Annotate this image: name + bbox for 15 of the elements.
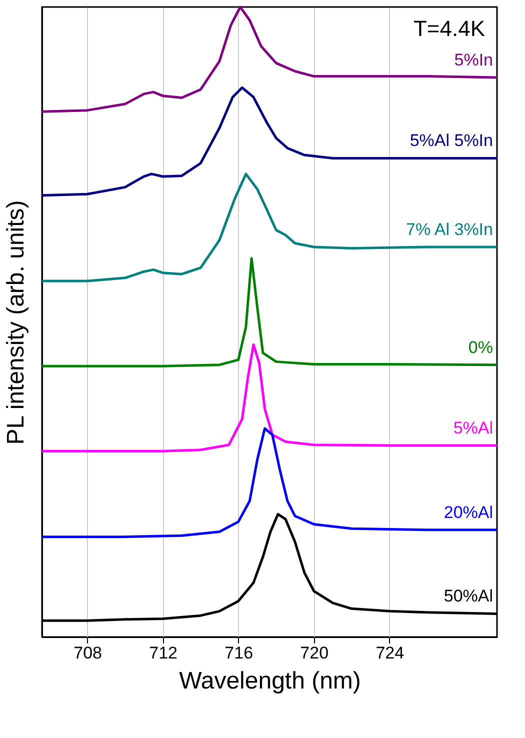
x-tick-label: 716	[224, 644, 254, 662]
series-label: 5%Al	[453, 418, 493, 438]
series-label: 5%In	[454, 50, 493, 70]
y-axis-title: PL intensity (arb. units)	[2, 200, 30, 445]
annotation: T=4.4K	[413, 16, 486, 41]
series-label: 7% Al 3%In	[406, 220, 493, 240]
x-tick-label: 720	[300, 644, 329, 662]
series-label: 5%Al 5%In	[410, 131, 493, 150]
series-label: 20%Al	[444, 502, 493, 522]
x-tick-label: 708	[74, 644, 102, 662]
x-tick-label: 712	[149, 644, 178, 662]
x-tick-label: 724	[376, 644, 404, 662]
series-label: 0%	[468, 338, 493, 357]
series-label: 50%Al	[444, 586, 493, 606]
x-axis-title: Wavelength (nm)	[179, 668, 361, 694]
